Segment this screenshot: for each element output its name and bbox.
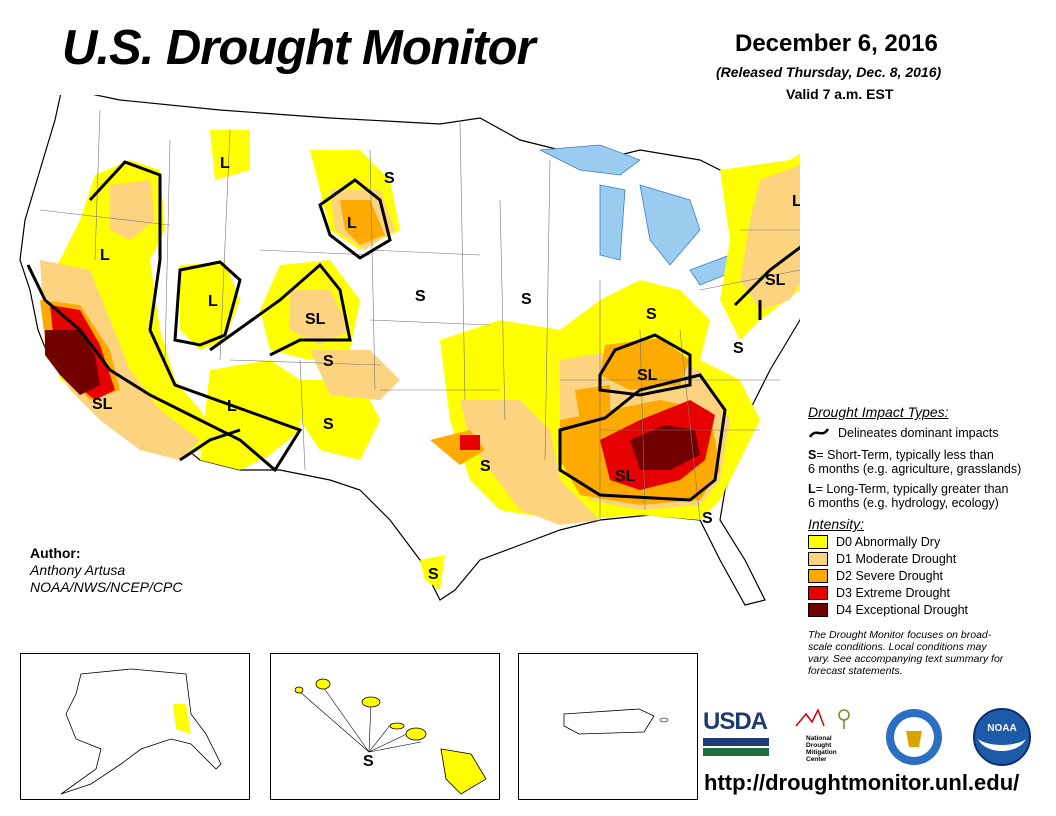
label-s-newmexico: S [323, 416, 334, 433]
intensity-swatch [808, 535, 828, 549]
intensity-row: D0 Abnormally Dry [808, 535, 1048, 549]
label-sl-alabama: SL [615, 468, 636, 485]
long-term-text: = Long-Term, typically greater than [815, 482, 1009, 496]
legend: Drought Impact Types: Delineates dominan… [808, 404, 1048, 677]
state-boundaries [39, 109, 800, 521]
intensity-swatch [808, 586, 828, 600]
label-sl-california: SL [92, 396, 113, 413]
label-l-utah: L [208, 293, 218, 310]
intensity-label: D2 Severe Drought [836, 569, 944, 583]
label-l-southdakota: L [347, 215, 357, 232]
map-date: December 6, 2016 [735, 30, 938, 57]
doc-seal-icon [886, 709, 942, 765]
label-sl-colorado: SL [305, 311, 326, 328]
label-l-montana: L [220, 155, 230, 172]
long-term-text2: 6 months (e.g. hydrology, ecology) [808, 496, 999, 510]
delineation-line-icon [808, 428, 830, 438]
legend-delineates-row: Delineates dominant impacts [808, 426, 1048, 440]
puertorico-inset [518, 653, 698, 800]
hawaii-map: S [294, 678, 487, 795]
label-l-arizona: L [227, 398, 237, 415]
label-s-georgia: S [702, 510, 713, 527]
label-s-colorado: S [323, 353, 334, 370]
ndmc-plant-icon [795, 708, 850, 729]
doc-seal-logo [884, 707, 944, 767]
usda-logo: USDA [703, 708, 769, 760]
author-org: NOAA/NWS/NCEP/CPC [30, 579, 183, 595]
great-lakes [538, 144, 761, 286]
label-s-westvirginia: S [733, 340, 744, 357]
long-term-key: L [808, 482, 816, 496]
short-term-text: = Short-Term, typically less than [816, 448, 994, 462]
alaska-inset [20, 653, 250, 800]
author-block: Author: Anthony Artusa NOAA/NWS/NCEP/CPC [30, 545, 182, 596]
noaa-logo: NOAA [972, 707, 1032, 767]
label-s-illinois: S [646, 306, 657, 323]
intensity-row: D1 Moderate Drought [808, 552, 1048, 566]
impact-types-title: Drought Impact Types: [808, 404, 949, 420]
d4-areas [45, 330, 700, 470]
valid-time: Valid 7 a.m. EST [786, 86, 894, 102]
intensity-row: D2 Severe Drought [808, 569, 1048, 583]
intensity-label: D4 Exceptional Drought [836, 603, 969, 617]
hawaii-inset: S [270, 653, 500, 800]
label-s-texas: S [428, 566, 439, 583]
label-sl-kentucky: SL [637, 367, 658, 384]
map-title: U.S. Drought Monitor [62, 21, 536, 75]
intensity-swatch [808, 552, 828, 566]
note-line-1: The Drought Monitor focuses on broad- [808, 629, 992, 641]
author-name: Anthony Artusa [30, 562, 126, 578]
label-s-northdakota: S [384, 170, 395, 187]
ndmc-logo: National Drought Mitigation Center [792, 708, 864, 764]
label-sl-newyork: SL [765, 272, 786, 289]
intensity-label: D1 Moderate Drought [836, 552, 957, 566]
release-date: (Released Thursday, Dec. 8, 2016) [716, 64, 942, 80]
intensity-label: D3 Extreme Drought [836, 586, 950, 600]
label-s-nebraska: S [415, 288, 426, 305]
intensity-title: Intensity: [808, 516, 865, 532]
intensity-row: D4 Exceptional Drought [808, 603, 1048, 617]
label-l-newengland: L [792, 193, 800, 210]
note-line-4: forecast statements. [808, 665, 903, 677]
puertorico-map [563, 708, 669, 735]
conus-drought-map: L S L L L SL S S S SL L S S S S SL SL S … [19, 95, 800, 606]
author-heading: Author: [30, 545, 81, 561]
legend-long-term: L= Long-Term, typically greater than 6 m… [808, 482, 1048, 510]
noaa-seagull-icon: NOAA [973, 708, 1031, 766]
label-s-oklahoma: S [480, 458, 491, 475]
website-url[interactable]: http://droughtmonitor.unl.edu/ [704, 770, 1020, 795]
label-s-hawaii: S [363, 753, 374, 770]
noaa-text: NOAA [987, 723, 1016, 734]
intensity-swatch [808, 603, 828, 617]
note-line-2: scale conditions. Local conditions may [808, 641, 987, 653]
intensity-row: D3 Extreme Drought [808, 586, 1048, 600]
label-l-oregon: L [100, 247, 110, 264]
impact-lines [26, 160, 800, 502]
alaska-map [60, 668, 222, 795]
usda-text: USDA [703, 708, 768, 735]
legend-note: The Drought Monitor focuses on broad- sc… [808, 629, 1048, 677]
intensity-list: D0 Abnormally Dry D1 Moderate Drought D2 S… [808, 535, 1048, 617]
short-term-text2: 6 months (e.g. agriculture, grasslands) [808, 462, 1022, 476]
intensity-label: D0 Abnormally Dry [836, 535, 941, 549]
ndmc-text: National Drought Mitigation Center [806, 735, 837, 763]
intensity-swatch [808, 569, 828, 583]
label-s-kansas: S [521, 291, 532, 308]
legend-short-term: S= Short-Term, typically less than 6 mon… [808, 448, 1048, 476]
delineates-text: Delineates dominant impacts [838, 426, 999, 440]
impact-labels: L S L L L SL S S S SL L S S S S SL SL S … [92, 155, 800, 583]
note-line-3: vary. See accompanying text summary for [808, 653, 1004, 665]
short-term-key: S [808, 448, 817, 462]
